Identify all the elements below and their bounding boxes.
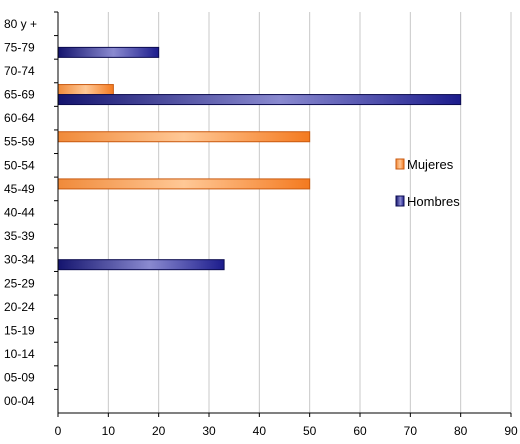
bar-hombres-65-69 [57,94,462,106]
legend-label-mujeres: Mujeres [407,157,454,172]
y-tick-label: 35-39 [4,229,35,243]
y-tick-label: 55-59 [4,135,35,149]
x-tick-label: 90 [504,424,518,438]
legend-swatch-mujeres [395,158,405,170]
bar-hombres-30-34 [57,259,225,271]
y-tick-label: 10-14 [4,347,35,361]
x-tick-label: 0 [55,424,62,438]
y-tick-label: 25-29 [4,276,35,290]
x-tick-label: 80 [454,424,468,438]
y-tick-label: 20-24 [4,300,35,314]
legend-label-hombres: Hombres [407,194,460,209]
legend: Mujeres Hombres [395,157,460,209]
x-tick-label: 60 [353,424,367,438]
bar-hombres-75-79 [57,46,160,58]
legend-swatch-hombres [395,195,405,207]
x-tick-label: 70 [404,424,418,438]
y-tick-labels: 00-04 05-09 10-14 15-19 20-24 25-29 30-34 35-39… [4,17,37,408]
y-tick-label: 05-09 [4,371,35,385]
y-tick-label: 65-69 [4,88,35,102]
bar-mujeres-55-59 [57,131,311,143]
x-tick-label: 50 [303,424,317,438]
y-tick-label: 80 y + [4,17,37,31]
y-tick-label: 70-74 [4,64,35,78]
x-tick-labels: 0 10 20 30 40 50 60 70 80 90 [55,424,518,438]
axes [54,11,512,417]
x-tick-label: 10 [102,424,116,438]
y-tick-label: 15-19 [4,323,35,337]
x-tick-label: 30 [202,424,216,438]
y-tick-label: 60-64 [4,111,35,125]
y-tick-label: 00-04 [4,394,35,408]
y-tick-label: 40-44 [4,206,35,220]
x-tick-label: 20 [152,424,166,438]
x-tick-label: 40 [253,424,267,438]
y-tick-label: 45-49 [4,182,35,196]
bar-mujeres-45-49 [57,178,311,190]
gridlines [107,12,512,413]
y-tick-label: 50-54 [4,158,35,172]
bar-mujeres-65-69 [57,84,114,96]
y-tick-label: 30-34 [4,253,35,267]
y-tick-label: 75-79 [4,40,35,54]
